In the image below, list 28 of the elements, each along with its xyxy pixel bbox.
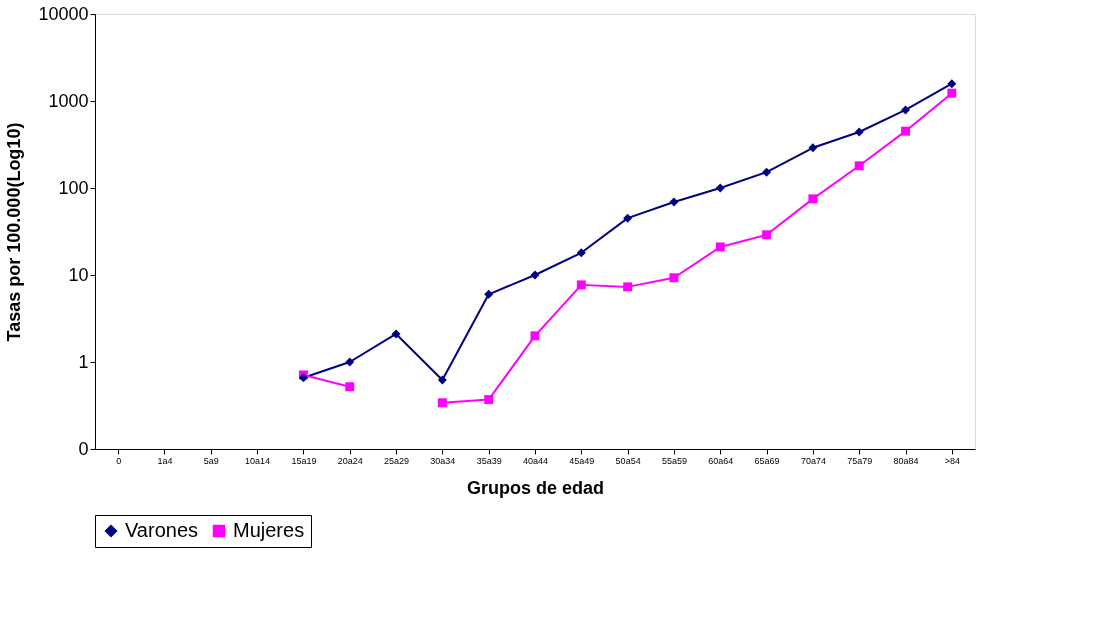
- x-tick-label: 20a24: [337, 455, 363, 466]
- legend-label: Varones: [125, 519, 199, 541]
- legend-label: Mujeres: [233, 519, 305, 541]
- x-tick-label: 60a64: [708, 455, 734, 466]
- x-tick-label: 30a34: [430, 455, 456, 466]
- x-tick-label: 55a59: [661, 455, 687, 466]
- x-tick-label: 1a4: [157, 455, 173, 466]
- y-tick-label: 1000: [48, 90, 89, 111]
- x-tick-label: 50a54: [615, 455, 641, 466]
- y-tick-label: 100: [58, 177, 89, 198]
- x-tick-label: 45a49: [569, 455, 595, 466]
- y-axis-title: Tasas por 100.000(Log10): [4, 122, 25, 342]
- y-tick-label: 1: [78, 351, 89, 372]
- x-tick-label: 35a39: [476, 455, 502, 466]
- x-tick-label: 5a9: [203, 455, 219, 466]
- x-tick-label: 70a74: [800, 455, 826, 466]
- x-tick-label: 25a29: [384, 455, 410, 466]
- x-tick-label: 40a44: [522, 455, 549, 466]
- x-tick-label: >84: [944, 455, 960, 466]
- x-tick-label: 10a14: [245, 455, 271, 466]
- y-tick-label: 10000: [38, 3, 89, 24]
- x-tick-label: 0: [116, 455, 122, 466]
- x-axis-title: Grupos de edad: [466, 477, 605, 498]
- x-tick-label: 15a19: [291, 455, 317, 466]
- y-tick-label: 10: [68, 264, 89, 285]
- x-tick-label: 65a69: [754, 455, 780, 466]
- x-tick-label: 80a84: [893, 455, 919, 466]
- x-tick-label: 75a79: [847, 455, 873, 466]
